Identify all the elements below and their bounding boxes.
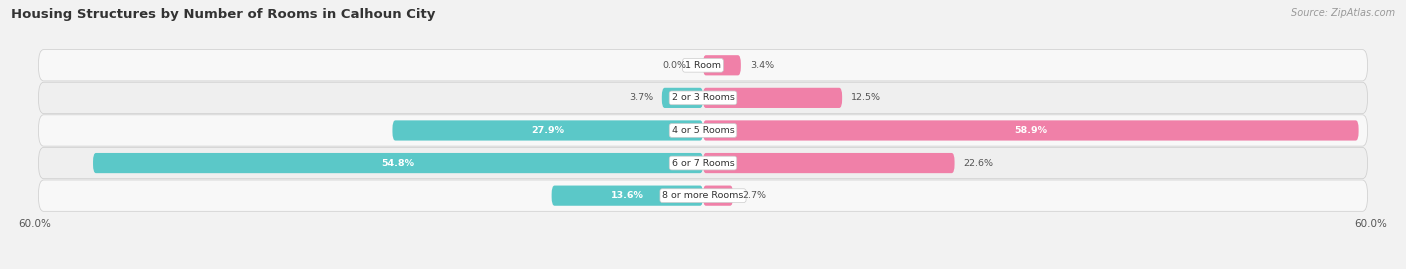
Text: 58.9%: 58.9% xyxy=(1014,126,1047,135)
FancyBboxPatch shape xyxy=(392,120,703,141)
Text: 2.7%: 2.7% xyxy=(742,191,766,200)
Text: 4 or 5 Rooms: 4 or 5 Rooms xyxy=(672,126,734,135)
Text: 8 or more Rooms: 8 or more Rooms xyxy=(662,191,744,200)
Text: Source: ZipAtlas.com: Source: ZipAtlas.com xyxy=(1291,8,1395,18)
FancyBboxPatch shape xyxy=(38,82,1368,114)
Text: 3.4%: 3.4% xyxy=(749,61,773,70)
FancyBboxPatch shape xyxy=(703,88,842,108)
Text: 6 or 7 Rooms: 6 or 7 Rooms xyxy=(672,158,734,168)
Text: 22.6%: 22.6% xyxy=(963,158,994,168)
FancyBboxPatch shape xyxy=(38,50,1368,81)
FancyBboxPatch shape xyxy=(703,120,1358,141)
FancyBboxPatch shape xyxy=(703,186,733,206)
FancyBboxPatch shape xyxy=(38,147,1368,179)
Text: 0.0%: 0.0% xyxy=(662,61,686,70)
FancyBboxPatch shape xyxy=(551,186,703,206)
FancyBboxPatch shape xyxy=(38,115,1368,146)
Text: 12.5%: 12.5% xyxy=(851,93,882,102)
FancyBboxPatch shape xyxy=(662,88,703,108)
Text: 13.6%: 13.6% xyxy=(610,191,644,200)
Text: 1 Room: 1 Room xyxy=(685,61,721,70)
Text: 54.8%: 54.8% xyxy=(381,158,415,168)
Text: Housing Structures by Number of Rooms in Calhoun City: Housing Structures by Number of Rooms in… xyxy=(11,8,436,21)
FancyBboxPatch shape xyxy=(93,153,703,173)
FancyBboxPatch shape xyxy=(38,180,1368,211)
Text: 27.9%: 27.9% xyxy=(531,126,564,135)
FancyBboxPatch shape xyxy=(703,153,955,173)
FancyBboxPatch shape xyxy=(703,55,741,75)
Text: 3.7%: 3.7% xyxy=(628,93,652,102)
Text: 2 or 3 Rooms: 2 or 3 Rooms xyxy=(672,93,734,102)
